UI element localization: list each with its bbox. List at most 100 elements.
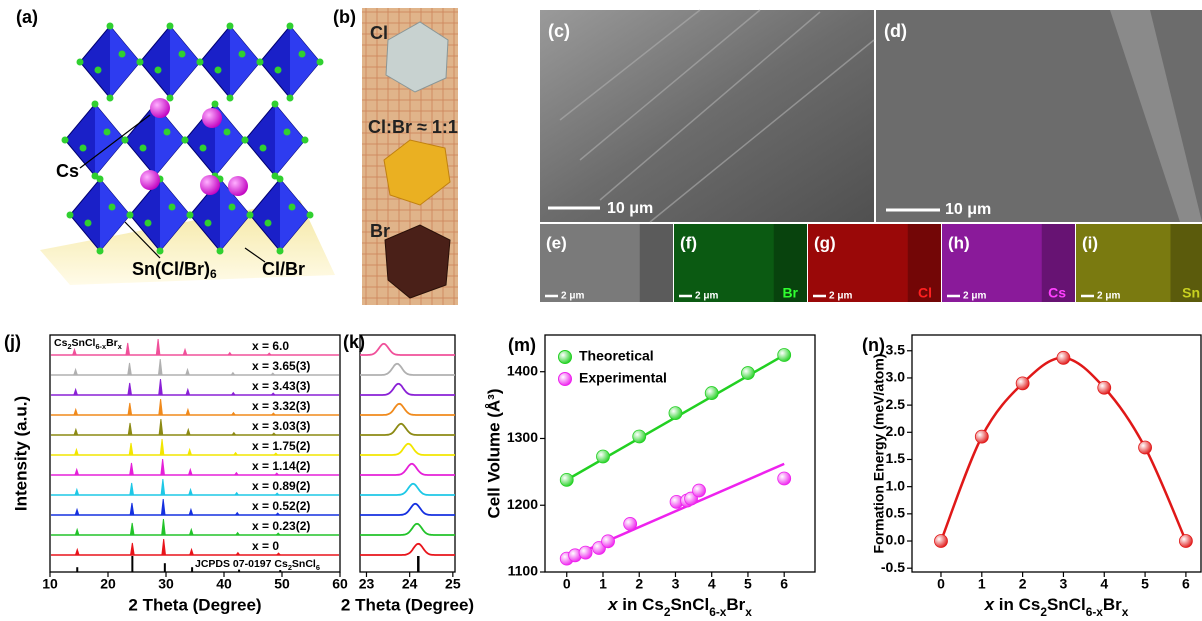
- text-part: 6: [316, 563, 320, 572]
- text-part: in Cs: [618, 595, 664, 614]
- halide-atom: [97, 176, 104, 183]
- panel-label: (g): [814, 233, 836, 252]
- series-label: x = 6.0: [252, 339, 289, 353]
- halide-atom: [229, 204, 236, 211]
- panel-label: (i): [1082, 233, 1098, 252]
- data-point: [579, 546, 592, 559]
- halide-atom: [80, 145, 87, 152]
- y-tick-label: 0.5: [886, 505, 906, 521]
- legend-label: Experimental: [579, 370, 667, 386]
- y-tick-label: 1100: [508, 563, 539, 579]
- y-axis-label: Formation Energy (meV/atom): [871, 354, 887, 554]
- text-part: SnCl: [1047, 595, 1086, 614]
- text-part: SnCl: [292, 558, 316, 570]
- cs-atom: [200, 175, 220, 195]
- text-part: JCPDS 07-0197 Cs: [195, 558, 288, 570]
- text-part: 6: [210, 267, 217, 281]
- halide-atom: [107, 95, 114, 102]
- halide-atom: [317, 59, 324, 66]
- series-label: x = 0.89(2): [252, 479, 310, 493]
- halide-atom: [287, 23, 294, 30]
- text-part: Br: [106, 337, 118, 349]
- text-part: x: [745, 605, 752, 619]
- text-part: Br: [726, 595, 745, 614]
- halide-atom: [265, 220, 272, 227]
- data-point: [596, 450, 609, 463]
- page: (a) Cs Sn(Cl/Br)6 Cl/Br (b) Cl Cl:Br ≈ 1…: [0, 0, 1202, 621]
- data-point: [1098, 381, 1111, 394]
- photo-label: Cl: [370, 23, 388, 43]
- text-part: SnCl: [72, 337, 96, 349]
- halide-atom: [197, 59, 204, 66]
- scale-label: 10 μm: [945, 201, 991, 218]
- halide-atom: [164, 129, 171, 136]
- y-tick-label: 1200: [507, 496, 538, 512]
- x-tick-label: 3: [1060, 576, 1068, 592]
- x-tick-label: 1: [599, 576, 607, 592]
- halide-atom: [157, 248, 164, 255]
- legend-marker: [559, 373, 572, 386]
- halide-atom: [260, 145, 267, 152]
- atom-label: Cs: [56, 161, 79, 181]
- x-tick-label: 4: [1100, 576, 1108, 592]
- y-tick-label: 3.0: [886, 369, 906, 385]
- atom-label: Sn(Cl/Br)6: [132, 259, 217, 281]
- cs-atom: [140, 170, 160, 190]
- halide-atom: [67, 212, 74, 219]
- x-tick-label: 10: [42, 576, 58, 592]
- scale-label: 2 μm: [1097, 291, 1120, 302]
- element-label: Cs: [1048, 285, 1066, 301]
- panel-label: (h): [948, 233, 970, 252]
- text-part: Cs: [54, 337, 68, 349]
- halide-atom: [299, 51, 306, 58]
- element-label: Br: [782, 285, 798, 301]
- halide-atom: [200, 145, 207, 152]
- y-tick-label: 2.5: [886, 396, 906, 412]
- halide-atom: [215, 67, 222, 74]
- data-point: [624, 517, 637, 530]
- text-part: Sn(Cl/Br): [132, 259, 210, 279]
- data-point: [705, 387, 718, 400]
- cs-atom: [150, 98, 170, 118]
- halide-atom: [287, 95, 294, 102]
- y-tick-label: 1.5: [886, 450, 906, 466]
- series-label: x = 1.14(2): [252, 459, 310, 473]
- halide-atom: [247, 212, 254, 219]
- data-point: [1057, 351, 1070, 364]
- halide-atom: [77, 59, 84, 66]
- series-label: x = 3.32(3): [252, 399, 310, 413]
- halide-atom: [272, 101, 279, 108]
- data-point: [669, 407, 682, 420]
- text-part: in Cs: [994, 595, 1040, 614]
- halide-atom: [107, 23, 114, 30]
- halide-atom: [302, 137, 309, 144]
- halide-atom: [217, 248, 224, 255]
- scale-label: 2 μm: [695, 291, 718, 302]
- data-point: [934, 535, 947, 548]
- series-label: x = 3.65(3): [252, 359, 310, 373]
- sem-image: [540, 10, 874, 222]
- x-tick-label: 30: [158, 576, 174, 592]
- text-part: Br: [1103, 595, 1122, 614]
- halide-atom: [182, 137, 189, 144]
- panel-label: (m): [508, 335, 536, 355]
- scale-label: 2 μm: [561, 291, 584, 302]
- x-tick-label: 4: [708, 576, 716, 592]
- panel-label: (f): [680, 233, 697, 252]
- data-point: [633, 430, 646, 443]
- x-axis-label: 2 Theta (Degree): [128, 595, 261, 614]
- panel-label: (d): [884, 21, 907, 41]
- x-tick-label: 40: [216, 576, 232, 592]
- x-axis-label: 2 Theta (Degree): [341, 595, 474, 614]
- text-part: SnCl: [670, 595, 709, 614]
- halide-atom: [92, 101, 99, 108]
- series-label: x = 3.03(3): [252, 419, 310, 433]
- halide-atom: [167, 95, 174, 102]
- text-part: 6-x: [1086, 605, 1104, 619]
- halide-atom: [85, 220, 92, 227]
- y-tick-label: 3.5: [886, 341, 906, 357]
- x-tick-label: 6: [1182, 576, 1190, 592]
- legend-marker: [559, 351, 572, 364]
- halide-atom: [205, 220, 212, 227]
- halide-atom: [212, 101, 219, 108]
